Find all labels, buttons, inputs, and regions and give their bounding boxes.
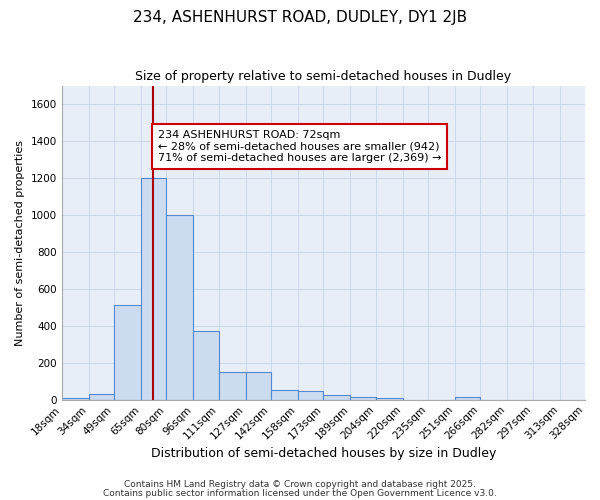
Bar <box>166 215 193 400</box>
X-axis label: Distribution of semi-detached houses by size in Dudley: Distribution of semi-detached houses by … <box>151 447 496 460</box>
Bar <box>455 397 481 400</box>
Bar <box>245 372 271 400</box>
Bar <box>271 390 298 400</box>
Bar <box>62 398 89 400</box>
Bar <box>141 178 166 400</box>
Y-axis label: Number of semi-detached properties: Number of semi-detached properties <box>15 140 25 346</box>
Bar <box>350 397 376 400</box>
Bar <box>376 398 403 400</box>
Bar <box>323 395 350 400</box>
Bar <box>89 394 114 400</box>
Bar <box>298 392 323 400</box>
Text: Contains HM Land Registry data © Crown copyright and database right 2025.: Contains HM Land Registry data © Crown c… <box>124 480 476 489</box>
Bar <box>193 332 218 400</box>
Text: Contains public sector information licensed under the Open Government Licence v3: Contains public sector information licen… <box>103 488 497 498</box>
Bar <box>114 306 141 400</box>
Bar <box>218 372 245 400</box>
Title: Size of property relative to semi-detached houses in Dudley: Size of property relative to semi-detach… <box>135 70 511 83</box>
Text: 234, ASHENHURST ROAD, DUDLEY, DY1 2JB: 234, ASHENHURST ROAD, DUDLEY, DY1 2JB <box>133 10 467 25</box>
Text: 234 ASHENHURST ROAD: 72sqm
← 28% of semi-detached houses are smaller (942)
71% o: 234 ASHENHURST ROAD: 72sqm ← 28% of semi… <box>158 130 442 163</box>
